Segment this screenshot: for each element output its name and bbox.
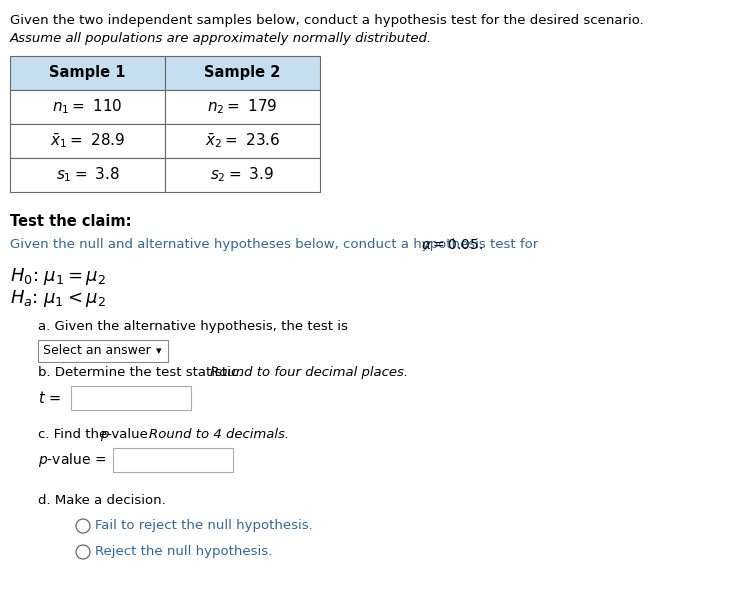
Bar [38,340,168,362]
Text: b. Determine the test statistic.: b. Determine the test statistic. [38,366,246,379]
Text: Select an answer: Select an answer [43,345,151,358]
Bar [165,158,320,192]
Text: Given the null and alternative hypotheses below, conduct a hypothesis test for: Given the null and alternative hypothese… [10,238,542,251]
Text: Test the claim:: Test the claim: [10,214,131,229]
Bar [10,56,165,90]
Text: d. Make a decision.: d. Make a decision. [38,494,166,507]
Bar [71,386,191,410]
Text: -value.: -value. [108,428,156,441]
Text: $s_1 = \ 3.8$: $s_1 = \ 3.8$ [55,166,120,184]
Bar [10,90,165,124]
Bar [10,158,165,192]
Bar [10,124,165,158]
Text: Round to 4 decimals.: Round to 4 decimals. [149,428,289,441]
Text: $H_0$: $\mu_1 = \mu_2$: $H_0$: $\mu_1 = \mu_2$ [10,266,106,287]
Text: $s_2 = \ 3.9$: $s_2 = \ 3.9$ [210,166,275,184]
Text: Sample 2: Sample 2 [204,65,280,81]
Text: $\bar{x}_1 = \ 28.9$: $\bar{x}_1 = \ 28.9$ [50,131,125,150]
Text: $n_2 = \ 179$: $n_2 = \ 179$ [207,98,277,117]
Text: Assume all populations are approximately normally distributed.: Assume all populations are approximately… [10,32,432,45]
Text: ▾: ▾ [156,346,162,356]
Circle shape [76,519,90,533]
Text: $t$ =: $t$ = [38,390,61,406]
Bar [165,90,320,124]
Text: $H_a$: $\mu_1 < \mu_2$: $H_a$: $\mu_1 < \mu_2$ [10,288,106,309]
Bar [165,124,320,158]
Text: Given the two independent samples below, conduct a hypothesis test for the desir: Given the two independent samples below,… [10,14,644,27]
Text: $p$-value =: $p$-value = [38,451,106,469]
Text: a. Given the alternative hypothesis, the test is: a. Given the alternative hypothesis, the… [38,320,348,333]
Text: Sample 1: Sample 1 [49,65,125,81]
Text: $n_1 = \ 110$: $n_1 = \ 110$ [52,98,123,117]
Bar [113,448,233,472]
Text: $\alpha = 0.05$.: $\alpha = 0.05$. [421,238,483,252]
Text: Round to four decimal places.: Round to four decimal places. [210,366,407,379]
Text: Reject the null hypothesis.: Reject the null hypothesis. [95,545,272,558]
Circle shape [76,545,90,559]
Text: Fail to reject the null hypothesis.: Fail to reject the null hypothesis. [95,519,313,532]
Text: p: p [100,428,108,441]
Text: $\bar{x}_2 = \ 23.6$: $\bar{x}_2 = \ 23.6$ [204,131,280,150]
Bar [165,56,320,90]
Text: c. Find the: c. Find the [38,428,111,441]
